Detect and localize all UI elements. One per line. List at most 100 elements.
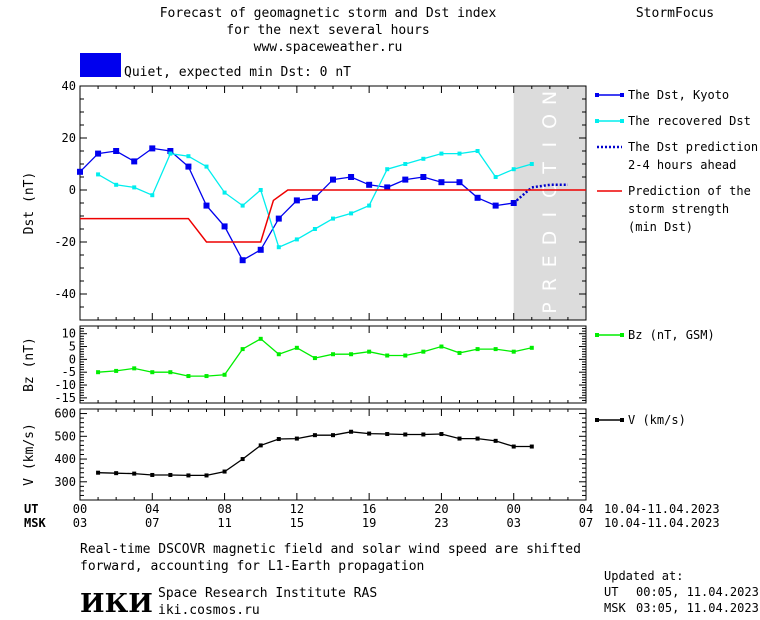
data-point [294, 436, 299, 441]
data-point [349, 352, 354, 357]
title-line-1: Forecast of geomagnetic storm and Dst in… [160, 6, 497, 21]
v-panel: 600 500 400 300 V (km/s) [22, 407, 587, 501]
data-point [403, 432, 408, 437]
ut-tick-label: 00 [506, 502, 520, 516]
prediction-letter: D [539, 231, 561, 246]
legend-label: (min Dst) [628, 220, 693, 234]
data-point [294, 237, 299, 242]
legend-label: V (km/s) [628, 413, 686, 427]
ut-tick-label: 04 [579, 502, 593, 516]
legend-marker [620, 93, 624, 97]
data-point [114, 368, 119, 373]
msk-tick-label: 11 [217, 516, 231, 530]
data-point [330, 176, 336, 183]
prediction-letter: N [539, 91, 561, 105]
data-point [312, 356, 317, 361]
legend-marker [620, 418, 624, 422]
data-point [168, 151, 173, 156]
status-label: Quiet, expected min Dst: 0 nT [124, 65, 351, 80]
prediction-letter: P [539, 302, 561, 313]
data-point [150, 370, 155, 375]
ut-tick-label: 12 [290, 502, 304, 516]
data-point [439, 151, 444, 156]
data-point [385, 167, 390, 172]
series-line [79, 147, 514, 262]
data-point [348, 174, 355, 180]
y-tick-label: 500 [54, 429, 76, 443]
data-point [511, 167, 516, 172]
updated-label: Updated at: [604, 569, 683, 583]
series-line [98, 431, 532, 477]
panel-frame [79, 325, 587, 404]
data-point [240, 457, 245, 462]
legend-marker [595, 119, 599, 123]
brand-label: StormFocus [636, 6, 714, 21]
data-point [132, 366, 137, 371]
institute-name: Space Research Institute RAS [158, 586, 377, 601]
data-point [150, 472, 155, 477]
data-point [493, 347, 498, 352]
data-point [258, 336, 263, 341]
ut-tick-label: 16 [362, 502, 376, 516]
legend-marker [595, 93, 599, 97]
data-point [475, 149, 480, 153]
y-tick-label: 0 [69, 183, 76, 197]
data-point [367, 203, 372, 208]
ut-tick-label: 20 [434, 502, 448, 516]
data-point [239, 257, 246, 264]
legend-marker [595, 333, 599, 337]
data-point [438, 179, 445, 186]
updated-ut-label: UT [604, 585, 618, 599]
data-point [367, 349, 372, 354]
title-line-2: for the next several hours [226, 23, 430, 38]
data-point [529, 444, 534, 449]
data-point [222, 190, 227, 195]
data-point [349, 211, 354, 216]
data-point [474, 194, 481, 201]
msk-tick-label: 07 [145, 516, 159, 530]
prediction-letter: T [539, 162, 561, 175]
y-tick-label: -20 [54, 235, 76, 249]
msk-tick-label: 19 [362, 516, 376, 530]
data-point [511, 349, 516, 354]
institute-site[interactable]: iki.cosmos.ru [158, 603, 260, 618]
data-point [113, 148, 120, 154]
y-tick-label: 40 [62, 79, 76, 93]
updated-msk-label: MSK [604, 601, 626, 615]
ut-date-range: 10.04-11.04.2023 [604, 502, 720, 516]
data-point [385, 353, 390, 358]
data-point [222, 372, 227, 377]
data-point [331, 433, 335, 438]
data-point [403, 162, 408, 166]
time-axis: UT MSK 10.04-11.04.2023 10.04-11.04.2023… [24, 502, 720, 530]
data-point [529, 345, 534, 350]
legend-label: Prediction of the [628, 184, 751, 198]
data-point [367, 431, 372, 436]
prediction-letter: C [539, 185, 561, 198]
y-axis-label: Bz (nT) [22, 337, 37, 392]
data-point [294, 345, 299, 350]
data-point [132, 471, 137, 476]
data-point [149, 145, 156, 152]
data-point [276, 437, 281, 442]
y-tick-label: -5 [62, 365, 76, 379]
legend-marker [620, 333, 624, 337]
data-point [276, 245, 281, 250]
ut-tick-label: 00 [73, 502, 87, 516]
y-tick-label: 0 [69, 352, 76, 366]
data-point [511, 444, 516, 449]
y-tick-label: 10 [62, 327, 76, 341]
data-point [240, 347, 245, 352]
data-point [492, 202, 499, 209]
data-point [275, 215, 282, 222]
data-point [331, 216, 335, 221]
y-tick-label: 600 [54, 407, 76, 421]
data-point [457, 151, 462, 156]
prediction-letter: E [539, 255, 561, 267]
legend-label: storm strength [628, 202, 729, 216]
legend-marker [595, 418, 599, 422]
iki-logo: ИКИ [80, 589, 153, 619]
legend-label: Bz (nT, GSM) [628, 328, 715, 342]
data-point [421, 432, 426, 437]
